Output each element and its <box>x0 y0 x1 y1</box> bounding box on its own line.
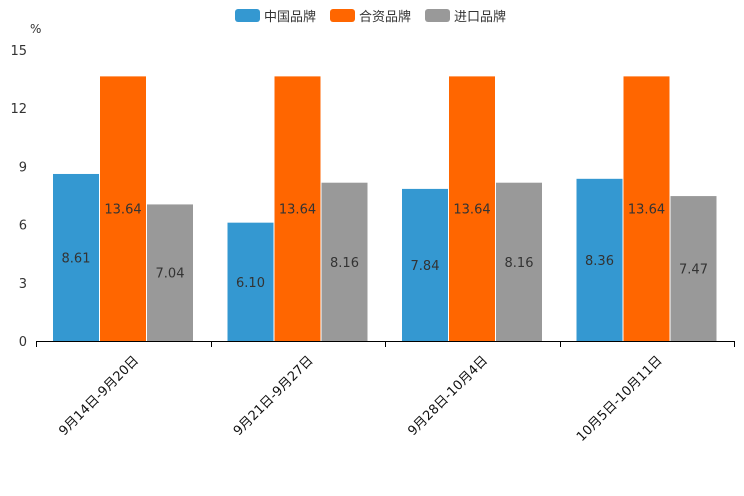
y-tick-label-2: 3 <box>19 277 27 292</box>
bar-4-2 <box>623 76 670 341</box>
data-label-1-2: 13.64 <box>104 203 141 218</box>
x-category-label-4: 10月5日-10月11日 <box>574 353 666 445</box>
y-tick-label-4: 9 <box>19 160 27 175</box>
bar-3-1 <box>402 188 448 341</box>
data-label-3-2: 13.64 <box>453 203 490 218</box>
legend-swatch-3 <box>425 9 450 22</box>
data-label-2-3: 8.16 <box>330 256 359 271</box>
legend: 中国品牌 合资品牌 进口品牌 <box>235 9 506 25</box>
y-tick-label-5: 12 <box>10 102 27 117</box>
data-label-4-2: 13.64 <box>628 203 665 218</box>
data-labels: 8.61 13.64 7.04 6.10 13.64 8.16 7.84 13.64 8.16 8… <box>62 203 708 291</box>
bar-1-1 <box>53 173 99 341</box>
data-label-3-3: 8.16 <box>505 256 534 271</box>
bar-1-2 <box>100 76 146 341</box>
x-category-label-2: 9月21日-9月27日 <box>231 353 317 439</box>
legend-label-2: 合资品牌 <box>359 9 411 25</box>
bar-4-3 <box>670 196 717 341</box>
x-axis: 9月14日-9月20日 9月21日-9月27日 9月28日-10月4日 10月5日-1… <box>36 341 735 445</box>
y-tick-label-3: 6 <box>19 219 27 234</box>
data-label-4-3: 7.47 <box>679 263 708 278</box>
data-label-1-3: 7.04 <box>156 267 185 282</box>
data-label-3-1: 7.84 <box>411 259 440 274</box>
x-category-label-1: 9月14日-9月20日 <box>56 353 142 439</box>
data-label-2-2: 13.64 <box>279 203 316 218</box>
legend-swatch-1 <box>235 9 260 22</box>
legend-swatch-2 <box>330 9 355 22</box>
y-axis-unit: % <box>30 22 41 36</box>
bar-3-2 <box>449 76 495 341</box>
bars <box>53 76 717 341</box>
legend-label-1: 中国品牌 <box>264 9 316 25</box>
bar-1-3 <box>147 204 193 341</box>
data-label-4-1: 8.36 <box>585 254 614 269</box>
bar-2-2 <box>274 76 321 341</box>
bar-3-3 <box>496 182 542 341</box>
data-label-1-1: 8.61 <box>62 251 91 266</box>
bar-4-1 <box>576 178 623 341</box>
legend-label-3: 进口品牌 <box>454 9 506 25</box>
bar-2-3 <box>321 182 368 341</box>
y-tick-label-1: 0 <box>19 335 27 350</box>
x-category-label-3: 9月28日-10月4日 <box>405 353 491 439</box>
y-tick-label-6: 15 <box>10 44 27 59</box>
data-label-2-1: 6.10 <box>236 276 265 291</box>
y-axis: 0 3 6 9 12 15 <box>10 44 27 350</box>
bar-2-1 <box>227 222 274 341</box>
